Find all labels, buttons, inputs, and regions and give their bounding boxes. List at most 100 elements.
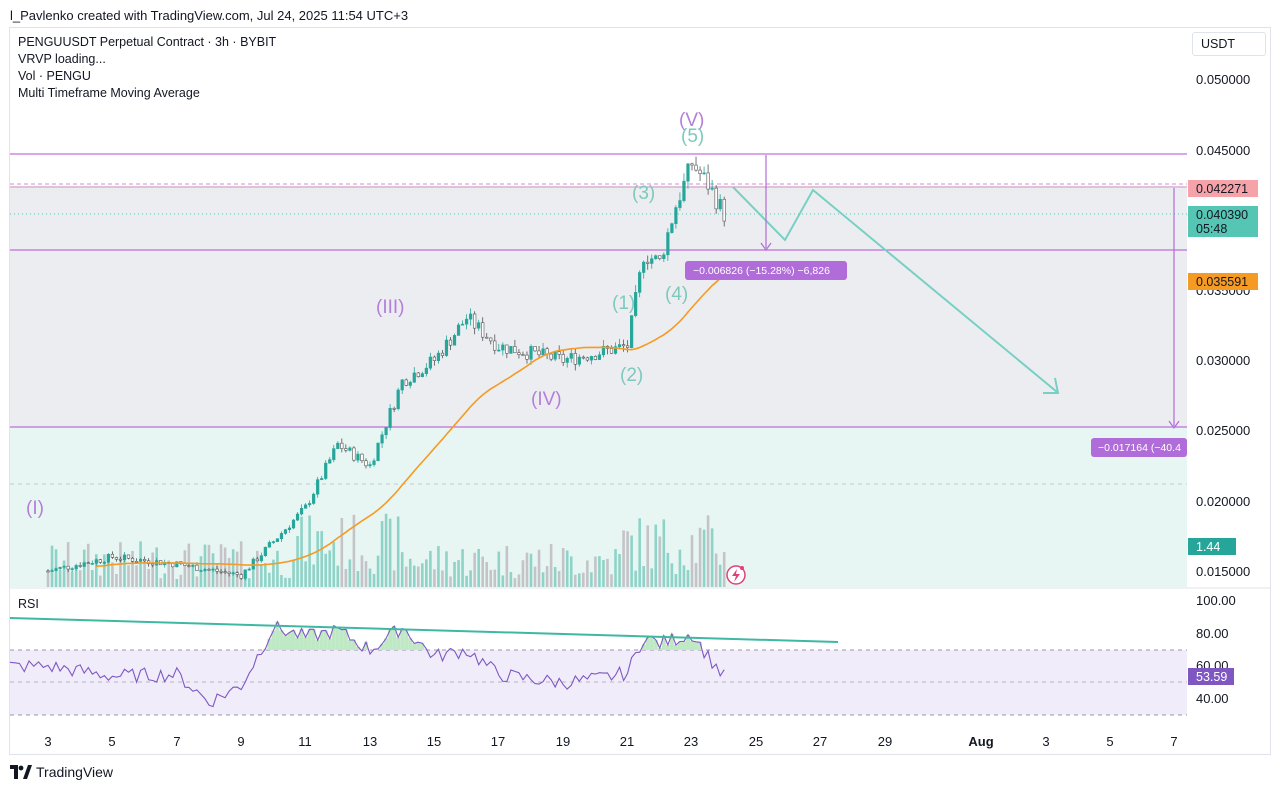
volume-bar [396, 516, 400, 587]
volume-bar [400, 552, 404, 587]
volume-bar [107, 560, 110, 587]
candle [569, 353, 573, 359]
tradingview-logo[interactable]: TradingView [10, 764, 113, 780]
lightning-icon-bolt [732, 569, 740, 582]
wave-label-4[interactable]: (4) [665, 284, 688, 305]
candle [424, 367, 428, 374]
wave-label-IV[interactable]: (IV) [531, 389, 562, 410]
price-tag-current[interactable]: 0.040390 05:48 [1188, 206, 1258, 237]
rsi-fill-segment [287, 632, 292, 650]
volume-bar [284, 577, 287, 587]
candle [235, 572, 239, 575]
price-tag-ma[interactable]: 0.035591 [1188, 273, 1258, 290]
wave-label-V[interactable]: (V) [679, 110, 704, 131]
rsi-fill-segment [665, 644, 670, 650]
candle [706, 172, 710, 190]
volume-bar [223, 547, 227, 587]
volume-bar [565, 550, 569, 587]
candle [630, 315, 634, 348]
rsi-value-tag[interactable]: 53.59 [1188, 668, 1234, 685]
legend-symbol[interactable]: PENGUUSDT Perpetual Contract · 3h · BYBI… [18, 35, 277, 49]
rsi-fill-segment [295, 637, 300, 650]
volume-bar [135, 565, 138, 587]
chart-frame [9, 27, 1271, 755]
time-axis-label: 11 [298, 734, 312, 749]
candle [239, 574, 243, 579]
volume-bar [372, 573, 376, 587]
volume-bar [280, 575, 283, 587]
time-axis-label: 15 [426, 734, 442, 749]
projection-path[interactable] [732, 186, 1058, 393]
legend-vrvp[interactable]: VRVP loading... [18, 52, 106, 66]
rsi-fill-segment [645, 637, 650, 650]
legend-mtma[interactable]: Multi Timeframe Moving Average [18, 86, 200, 100]
candle [376, 442, 380, 462]
volume-bar [46, 569, 50, 587]
rsi-fill-segment [392, 626, 397, 650]
volume-bar [417, 566, 420, 587]
price-tag-upper[interactable]: 0.042271 [1188, 180, 1258, 197]
volume-bar [324, 553, 328, 587]
rsi-fill-segment [690, 640, 694, 650]
volume-bar [95, 554, 98, 587]
candle [613, 346, 618, 354]
legend-volume[interactable]: Vol · PENGU [18, 69, 91, 83]
rsi-fill-segment [400, 628, 405, 650]
candle [299, 508, 304, 515]
rsi-trendline[interactable] [9, 617, 839, 643]
volume-bar [425, 559, 428, 587]
price-tag-volume[interactable]: 1.44 B [1188, 538, 1236, 568]
price-label: 0.015000 [1196, 564, 1251, 579]
volume-bar [706, 515, 710, 587]
wave-label-5[interactable]: (5) [681, 126, 704, 147]
candle [698, 169, 702, 174]
currency-selector[interactable]: USDT [1192, 32, 1266, 56]
volume-bar [380, 521, 384, 587]
volume-bar [74, 568, 78, 587]
candle [501, 344, 505, 351]
projection-arrowhead [1043, 377, 1060, 394]
volume-bar [453, 561, 456, 587]
volume-bar [549, 543, 553, 587]
candle [674, 207, 678, 224]
candle [134, 561, 139, 563]
volume-bar [602, 559, 605, 587]
volume-bar [123, 554, 126, 587]
time-axis-label: 23 [683, 734, 699, 749]
rsi-fill-segment [299, 628, 304, 650]
wave-label-I[interactable]: (I) [26, 498, 44, 519]
volume-bar [78, 570, 82, 587]
rsi-label[interactable]: RSI [18, 597, 39, 611]
candle [573, 353, 577, 365]
candle [74, 565, 78, 569]
wave-label-2[interactable]: (2) [620, 365, 643, 386]
volume-bar [662, 519, 666, 587]
volume-bar [674, 573, 678, 587]
candle [275, 538, 280, 542]
candle [718, 198, 722, 210]
rsi-fill-segment [343, 629, 348, 650]
volume-bar [163, 573, 167, 587]
wave-label-3[interactable]: (3) [632, 183, 655, 204]
candle [90, 563, 94, 565]
volume-bar [404, 566, 408, 587]
measure-label-short-bg [685, 261, 847, 280]
candle [638, 272, 642, 293]
volume-bar [561, 548, 565, 587]
candle [541, 348, 545, 356]
candle [98, 559, 102, 563]
wave-label-1[interactable]: (1) [612, 293, 635, 314]
wave-label-III[interactable]: (III) [376, 297, 405, 318]
volume-bar [457, 560, 460, 587]
rsi-fill-segment [698, 642, 703, 650]
volume-bar [167, 560, 171, 587]
volume-bar [606, 558, 609, 587]
candle [94, 559, 98, 564]
rsi-axis-label: 80.00 [1196, 626, 1229, 641]
volume-bar [694, 562, 698, 587]
candle [485, 336, 489, 339]
candle [207, 569, 211, 571]
time-axis-label: 7 [1170, 734, 1178, 749]
candle [267, 542, 271, 548]
